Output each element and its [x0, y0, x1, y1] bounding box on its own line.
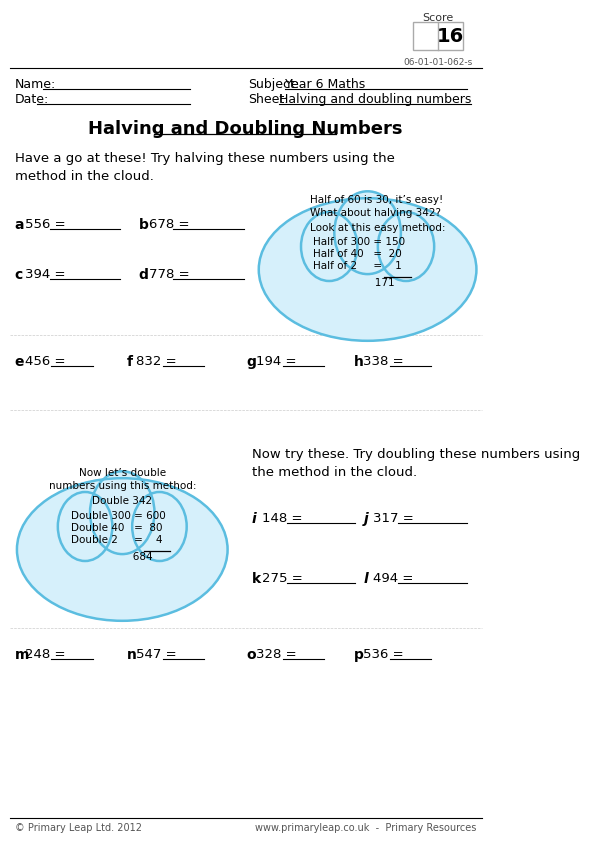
- Text: Have a go at these! Try halving these numbers using the
method in the cloud.: Have a go at these! Try halving these nu…: [15, 152, 394, 183]
- Ellipse shape: [132, 492, 187, 561]
- Text: 547 =: 547 =: [136, 648, 181, 661]
- Ellipse shape: [132, 492, 187, 561]
- Text: Date:: Date:: [15, 93, 49, 106]
- Text: k: k: [252, 572, 261, 586]
- Text: Name:: Name:: [15, 78, 56, 91]
- Ellipse shape: [259, 198, 477, 341]
- Ellipse shape: [270, 239, 465, 318]
- Text: 556 =: 556 =: [25, 218, 65, 231]
- Text: 536 =: 536 =: [364, 648, 408, 661]
- Text: l: l: [364, 572, 368, 586]
- Text: Halving and Doubling Numbers: Halving and Doubling Numbers: [88, 120, 403, 138]
- Text: 684: 684: [71, 552, 153, 562]
- Text: Now try these. Try doubling these numbers using
the method in the cloud.: Now try these. Try doubling these number…: [252, 448, 580, 479]
- Text: 317 =: 317 =: [374, 512, 414, 525]
- Ellipse shape: [90, 472, 155, 554]
- Text: 494 =: 494 =: [374, 572, 414, 585]
- Text: 171: 171: [313, 278, 394, 288]
- Text: Double 342: Double 342: [92, 496, 152, 506]
- Text: Now let’s double: Now let’s double: [79, 468, 166, 478]
- Text: numbers using this method:: numbers using this method:: [49, 481, 196, 491]
- Text: 248 =: 248 =: [25, 648, 70, 661]
- Text: e: e: [15, 355, 24, 369]
- Text: c: c: [15, 268, 23, 282]
- Text: Double 300 = 600: Double 300 = 600: [71, 511, 166, 521]
- Ellipse shape: [378, 212, 434, 281]
- Text: 832 =: 832 =: [136, 355, 181, 368]
- Text: 148 =: 148 =: [262, 512, 302, 525]
- Text: 338 =: 338 =: [364, 355, 408, 368]
- Ellipse shape: [90, 472, 155, 554]
- Text: m: m: [15, 648, 29, 662]
- Text: o: o: [246, 648, 256, 662]
- Ellipse shape: [17, 478, 227, 621]
- Text: 678 =: 678 =: [149, 218, 189, 231]
- Text: © Primary Leap Ltd. 2012: © Primary Leap Ltd. 2012: [15, 823, 142, 833]
- Text: g: g: [246, 355, 256, 369]
- Text: 06-01-01-062-s: 06-01-01-062-s: [403, 58, 472, 67]
- Text: Double 40   =  80: Double 40 = 80: [71, 523, 162, 533]
- Ellipse shape: [58, 492, 112, 561]
- Text: What about halving 342?: What about halving 342?: [310, 208, 441, 218]
- Text: 328 =: 328 =: [256, 648, 301, 661]
- Ellipse shape: [17, 478, 227, 621]
- Text: Half of 2     =    1: Half of 2 = 1: [313, 261, 402, 271]
- Ellipse shape: [334, 191, 401, 274]
- Text: Half of 60 is 30, it’s easy!: Half of 60 is 30, it’s easy!: [310, 195, 443, 205]
- Ellipse shape: [27, 520, 217, 598]
- Text: n: n: [126, 648, 136, 662]
- Text: Year 6 Maths: Year 6 Maths: [285, 78, 365, 91]
- Text: p: p: [353, 648, 364, 662]
- Text: Half of 300 = 150: Half of 300 = 150: [313, 237, 405, 247]
- Text: www.primaryleap.co.uk  -  Primary Resources: www.primaryleap.co.uk - Primary Resource…: [255, 823, 477, 833]
- Text: Sheet:: Sheet:: [248, 93, 289, 106]
- Text: 456 =: 456 =: [25, 355, 70, 368]
- Ellipse shape: [378, 212, 434, 281]
- Text: d: d: [139, 268, 149, 282]
- Text: Double 2     =    4: Double 2 = 4: [71, 535, 162, 545]
- Ellipse shape: [334, 191, 401, 274]
- Ellipse shape: [58, 492, 112, 561]
- Text: 16: 16: [437, 26, 464, 45]
- Text: Half of 40   =  20: Half of 40 = 20: [313, 249, 402, 259]
- Ellipse shape: [301, 212, 358, 281]
- Text: a: a: [15, 218, 24, 232]
- Text: 394 =: 394 =: [25, 268, 65, 281]
- Text: h: h: [353, 355, 364, 369]
- Text: j: j: [364, 512, 368, 526]
- Text: i: i: [252, 512, 256, 526]
- Text: Score: Score: [422, 13, 453, 23]
- Text: b: b: [139, 218, 149, 232]
- FancyBboxPatch shape: [413, 22, 462, 50]
- Text: Halving and doubling numbers: Halving and doubling numbers: [279, 93, 472, 106]
- Text: 778 =: 778 =: [149, 268, 189, 281]
- Text: 194 =: 194 =: [256, 355, 301, 368]
- Text: 275 =: 275 =: [262, 572, 303, 585]
- Text: Look at this easy method:: Look at this easy method:: [310, 223, 445, 233]
- Ellipse shape: [259, 198, 477, 341]
- Ellipse shape: [301, 212, 358, 281]
- Text: f: f: [126, 355, 132, 369]
- Text: Subject:: Subject:: [248, 78, 299, 91]
